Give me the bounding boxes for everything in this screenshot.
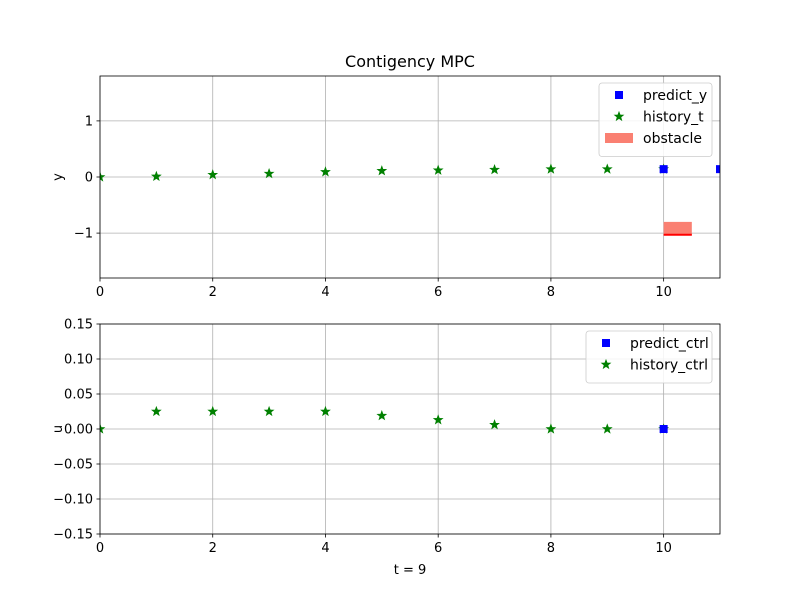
history-point — [376, 165, 388, 176]
obstacle-patch — [663, 221, 692, 236]
y-tick-label: −1 — [74, 227, 93, 242]
x-tick-label: 4 — [321, 541, 329, 556]
x-tick-label: 8 — [547, 285, 555, 300]
bottom-subplot: 0 2 4 6 8 10 0.15 0.10 0.05 0.00 −0.05 −0.10 −0.15 u t… — [51, 318, 721, 578]
history-point — [601, 423, 613, 434]
predict-point — [716, 165, 720, 174]
history-point — [376, 410, 388, 421]
history-point — [320, 405, 331, 417]
history-point — [207, 169, 219, 180]
history-point — [601, 163, 613, 174]
y-tick-label: −0.15 — [53, 528, 93, 543]
history-point — [150, 170, 162, 182]
predict-point — [659, 165, 668, 174]
legend: predict_y history_t obstacle — [598, 82, 713, 157]
x-tick-label: 8 — [547, 541, 555, 556]
history-point — [432, 164, 444, 175]
predict-point — [659, 425, 668, 433]
x-tick-label: 2 — [209, 285, 217, 300]
history-point — [545, 163, 557, 174]
history-point — [489, 419, 500, 430]
history-point — [489, 164, 500, 175]
history-point — [432, 414, 444, 425]
legend-marker — [602, 339, 610, 347]
y-axis-label: y — [51, 173, 66, 181]
history-point — [207, 405, 219, 417]
history-point — [263, 405, 275, 417]
y-tick-label: 0.10 — [64, 353, 93, 368]
legend-label: history_t — [643, 110, 704, 126]
legend: predict_ctrl history_ctrl — [585, 330, 713, 384]
y-tick-label: 1 — [85, 114, 93, 129]
x-tick-label: 0 — [96, 285, 104, 300]
history-point — [100, 171, 106, 182]
x-tick-label: 4 — [321, 285, 329, 300]
legend-obstacle-swatch — [605, 133, 633, 143]
y-tick-label: −0.05 — [53, 458, 93, 473]
history-point — [320, 166, 331, 177]
legend-marker — [613, 110, 625, 122]
x-tick-label: 6 — [434, 541, 442, 556]
history-point — [263, 167, 275, 179]
legend-frame — [585, 330, 713, 384]
x-tick-label: 0 — [96, 541, 104, 556]
legend-label: history_ctrl — [630, 358, 708, 374]
y-tick-label: 0.15 — [64, 318, 93, 333]
data-layer — [100, 405, 670, 434]
x-tick-label: 10 — [655, 541, 672, 556]
y-tick-label: −0.10 — [53, 493, 93, 508]
history-point — [545, 423, 557, 434]
chart-title: Contigency MPC — [345, 52, 475, 71]
legend-label: obstacle — [643, 131, 702, 147]
y-tick-label: 0 — [85, 171, 93, 186]
history-point — [100, 423, 106, 434]
y-tick-label: 0.00 — [64, 423, 93, 438]
history-point — [150, 405, 162, 417]
y-tick-label: 0.05 — [64, 388, 93, 403]
legend-marker — [600, 358, 612, 370]
x-tick-label: 6 — [434, 285, 442, 300]
legend-label: predict_y — [643, 88, 707, 104]
data-layer — [100, 163, 720, 236]
y-axis-label: u — [51, 425, 66, 433]
x-tick-label: 10 — [655, 285, 672, 300]
legend-label: predict_ctrl — [630, 336, 709, 352]
x-tick-label: 2 — [209, 541, 217, 556]
legend-marker — [615, 91, 623, 99]
x-axis-label: t = 9 — [394, 563, 427, 578]
